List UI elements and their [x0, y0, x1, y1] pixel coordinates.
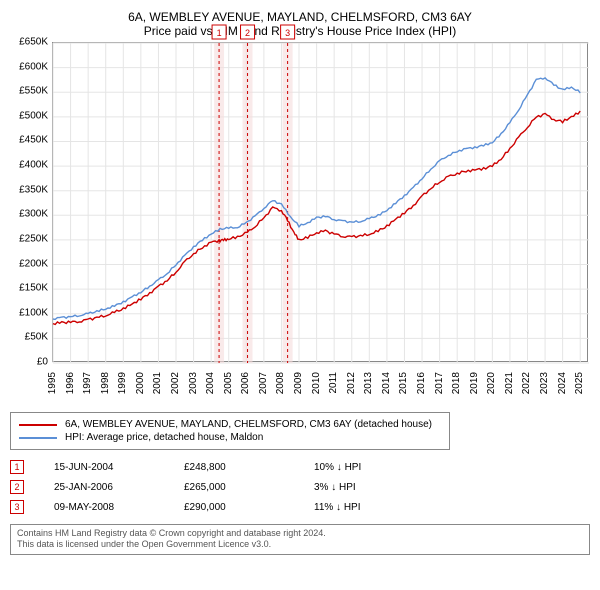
x-tick-label: 2005 [223, 372, 234, 394]
x-tick-label: 2018 [451, 372, 462, 394]
x-tick-label: 2008 [275, 372, 286, 394]
y-tick-label: £150K [19, 283, 48, 294]
y-tick-label: £650K [19, 37, 48, 48]
sale-date: 25-JAN-2006 [54, 482, 184, 493]
legend-item: HPI: Average price, detached house, Mald… [19, 432, 441, 443]
x-tick-label: 2012 [346, 372, 357, 394]
sale-diff: 3% ↓ HPI [314, 482, 444, 493]
sale-marker-icon: 2 [10, 480, 24, 494]
svg-text:3: 3 [285, 28, 290, 38]
y-tick-label: £550K [19, 86, 48, 97]
sale-diff: 11% ↓ HPI [314, 502, 444, 513]
y-tick-label: £350K [19, 184, 48, 195]
chart-container: 6A, WEMBLEY AVENUE, MAYLAND, CHELMSFORD,… [10, 10, 590, 555]
chart-title: 6A, WEMBLEY AVENUE, MAYLAND, CHELMSFORD,… [10, 10, 590, 38]
x-tick-label: 2001 [152, 372, 163, 394]
y-tick-label: £250K [19, 233, 48, 244]
y-tick-label: £100K [19, 307, 48, 318]
y-tick-label: £600K [19, 61, 48, 72]
x-tick-label: 2014 [381, 372, 392, 394]
sales-table: 1 15-JUN-2004 £248,800 10% ↓ HPI 2 25-JA… [10, 460, 590, 514]
x-tick-label: 2007 [258, 372, 269, 394]
legend-swatch [19, 437, 57, 439]
legend-item: 6A, WEMBLEY AVENUE, MAYLAND, CHELMSFORD,… [19, 419, 441, 430]
disclaimer: Contains HM Land Registry data © Crown c… [10, 524, 590, 555]
sale-date: 09-MAY-2008 [54, 502, 184, 513]
y-tick-label: £50K [25, 332, 48, 343]
x-tick-label: 2009 [293, 372, 304, 394]
title-subtitle: Price paid vs. HM Land Registry's House … [10, 24, 590, 38]
sale-row: 3 09-MAY-2008 £290,000 11% ↓ HPI [10, 500, 590, 514]
x-tick-label: 2015 [398, 372, 409, 394]
sale-row: 1 15-JUN-2004 £248,800 10% ↓ HPI [10, 460, 590, 474]
sale-row: 2 25-JAN-2006 £265,000 3% ↓ HPI [10, 480, 590, 494]
x-tick-label: 1997 [82, 372, 93, 394]
y-tick-label: £300K [19, 209, 48, 220]
sale-price: £290,000 [184, 502, 314, 513]
sale-diff: 10% ↓ HPI [314, 462, 444, 473]
legend: 6A, WEMBLEY AVENUE, MAYLAND, CHELMSFORD,… [10, 412, 450, 450]
x-tick-label: 2006 [240, 372, 251, 394]
sale-price: £248,800 [184, 462, 314, 473]
x-tick-label: 2023 [539, 372, 550, 394]
x-tick-label: 2019 [469, 372, 480, 394]
y-tick-label: £200K [19, 258, 48, 269]
disclaimer-line: Contains HM Land Registry data © Crown c… [17, 528, 583, 539]
svg-text:1: 1 [217, 28, 222, 38]
x-tick-label: 2000 [135, 372, 146, 394]
y-tick-label: £0 [37, 357, 48, 368]
x-tick-label: 2021 [504, 372, 515, 394]
y-tick-label: £400K [19, 160, 48, 171]
x-tick-label: 2003 [188, 372, 199, 394]
x-tick-label: 2002 [170, 372, 181, 394]
legend-label: HPI: Average price, detached house, Mald… [65, 432, 263, 443]
sale-price: £265,000 [184, 482, 314, 493]
legend-label: 6A, WEMBLEY AVENUE, MAYLAND, CHELMSFORD,… [65, 419, 432, 430]
x-axis-labels: 1995199619971998199920002001200220032004… [52, 362, 590, 382]
y-tick-label: £450K [19, 135, 48, 146]
y-tick-label: £500K [19, 110, 48, 121]
sale-date: 15-JUN-2004 [54, 462, 184, 473]
line-chart: 123 [52, 42, 588, 362]
x-tick-label: 1995 [47, 372, 58, 394]
x-tick-label: 1998 [100, 372, 111, 394]
x-tick-label: 2011 [328, 372, 339, 394]
x-tick-label: 2004 [205, 372, 216, 394]
legend-swatch [19, 424, 57, 426]
title-address: 6A, WEMBLEY AVENUE, MAYLAND, CHELMSFORD,… [10, 10, 590, 24]
sale-marker-icon: 1 [10, 460, 24, 474]
svg-text:2: 2 [245, 28, 250, 38]
plot-area: £0 £50K £100K £150K £200K £250K £300K £350K £400… [10, 42, 590, 382]
sale-marker-icon: 3 [10, 500, 24, 514]
x-tick-label: 2022 [521, 372, 532, 394]
disclaimer-line: This data is licensed under the Open Gov… [17, 539, 583, 550]
x-tick-label: 2013 [363, 372, 374, 394]
x-tick-label: 2025 [574, 372, 585, 394]
x-tick-label: 1996 [65, 372, 76, 394]
x-tick-label: 2017 [434, 372, 445, 394]
x-tick-label: 2020 [486, 372, 497, 394]
x-tick-label: 2024 [557, 372, 568, 394]
x-tick-label: 2016 [416, 372, 427, 394]
y-axis-labels: £0£50K£100K£150K£200K£250K£300K£350K£400… [10, 42, 50, 362]
x-tick-label: 1999 [117, 372, 128, 394]
x-tick-label: 2010 [311, 372, 322, 394]
